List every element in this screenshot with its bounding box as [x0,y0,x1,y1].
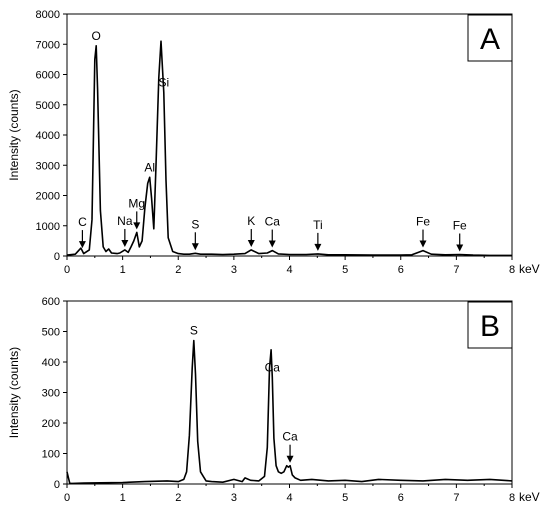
peak-label: Ca [265,360,281,374]
panel-letter-box [467,301,513,349]
peak-label: Fe [453,218,467,232]
x-tick-label: 4 [286,264,292,276]
peak-label: S [190,324,198,338]
panel-letter-box [467,14,513,62]
peak-label: Ti [313,218,323,232]
peak-arrow-head [78,241,86,249]
x-axis-unit: keV [519,262,540,276]
y-tick-label: 0 [54,251,60,263]
y-tick-label: 7000 [36,39,60,51]
panel-b: B 0 1 2 3 4 5 6 7 8 keV 0 100 200 300 400 500 600 Intensit… [7,296,540,504]
x-tick-label: 0 [64,264,70,276]
peak-label: O [92,29,101,43]
x-tick-label: 7 [453,264,459,276]
peak-label: S [191,217,199,231]
peak-label: Ca [282,430,298,444]
x-tick-label: 1 [120,264,126,276]
x-tick-label: 0 [64,492,70,504]
peak-label: Al [144,160,155,174]
peak-arrow-head [121,239,129,247]
y-tick-label: 400 [42,357,60,369]
x-tick-label: 6 [398,264,404,276]
peak-arrow-head [191,243,199,251]
spectrum-line [66,40,512,257]
y-tick-label: 300 [42,388,60,400]
peak-label: Na [117,214,133,228]
panel-a: A 0 1 2 3 4 5 6 7 8 keV 0 1000 2000 3000 4000 5000 6000 70… [7,9,540,276]
y-tick-label: 2000 [36,191,60,203]
x-tick-label: 3 [231,264,237,276]
peak-arrow-head [268,240,276,248]
y-tick-label: 0 [54,479,60,491]
peak-arrow-head [419,240,427,248]
y-tick-label: 3000 [36,160,60,172]
peak-label: C [78,215,87,229]
peak-label: Fe [416,215,430,229]
y-tick-label: 8000 [36,9,60,21]
y-tick-label: 200 [42,418,60,430]
peak-arrow-head [247,240,255,248]
y-tick-label: 100 [42,449,60,461]
peak-label: K [247,214,255,228]
panel-letter: B [480,310,500,343]
x-tick-label: 2 [175,492,181,504]
x-tick-label: 5 [342,492,348,504]
peak-arrow-head [286,455,294,463]
peak-label: Si [158,76,169,90]
x-tick-label: 7 [453,492,459,504]
plot-frame [66,13,513,257]
y-tick-label: 1000 [36,221,60,233]
panel-letter: A [480,23,500,56]
peak-arrow-head [456,244,464,252]
x-tick-label: 4 [286,492,292,504]
y-tick-label: 500 [42,327,60,339]
peak-label: Mg [128,196,145,210]
y-tick-label: 6000 [36,70,60,82]
x-tick-label: 3 [231,492,237,504]
x-tick-label: 1 [120,492,126,504]
y-axis-title: Intensity (counts) [7,347,21,438]
x-tick-label: 5 [342,264,348,276]
x-tick-label: 8 [509,492,515,504]
x-tick-label: 2 [175,264,181,276]
x-axis-unit: keV [519,490,540,504]
x-tick-label: 6 [398,492,404,504]
peak-arrow-head [133,222,141,230]
peak-arrow-head [314,243,322,251]
spectrum-line [66,339,513,485]
x-tick-label: 8 [509,264,515,276]
y-axis-title: Intensity (counts) [7,89,21,180]
y-tick-label: 4000 [36,130,60,142]
y-tick-label: 600 [42,296,60,308]
y-tick-label: 5000 [36,100,60,112]
peak-label: Ca [265,215,281,229]
